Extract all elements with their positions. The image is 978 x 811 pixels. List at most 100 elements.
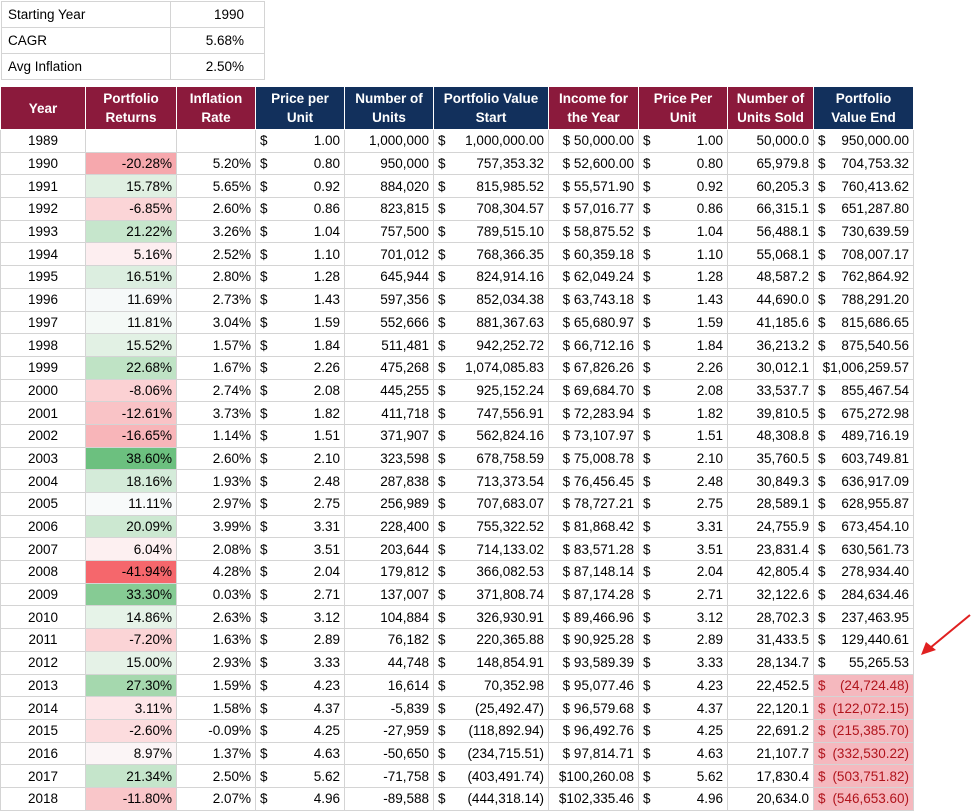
- table-row: 2012 15.00% 2.93% $3.33 44,748 $148,854.91 $ 9…: [0, 650, 914, 675]
- currency-symbol: $: [643, 768, 651, 784]
- amount: 1.28: [313, 269, 340, 285]
- amount: (118,892.94): [468, 723, 544, 739]
- units-sold-cell: 24,755.9: [727, 514, 814, 539]
- portfolio-returns-cell: -12.61%: [85, 401, 177, 425]
- year-cell: 2002: [0, 423, 86, 448]
- income-for-year-cell: $ 89,466.96: [548, 605, 639, 630]
- number-of-units-cell: 884,020: [344, 174, 434, 199]
- price-per-unit-sold-cell: $1.84: [638, 333, 728, 357]
- currency-symbol: $: [438, 768, 446, 784]
- table-row: 2005 11.11% 2.97% $2.75 256,989 $707,683.07 $ …: [0, 492, 914, 516]
- table-row: 1993 21.22% 3.26% $1.04 757,500 $789,515.10 $ …: [0, 219, 914, 244]
- portfolio-returns-cell: -6.85%: [85, 197, 177, 221]
- portfolio-value-end-cell: $278,934.40: [813, 560, 914, 584]
- number-of-units-cell: 475,268: [344, 355, 434, 380]
- inflation-rate-cell: 1.57%: [176, 333, 256, 357]
- income-for-year-cell: $ 78,727.21: [548, 492, 639, 516]
- price-per-unit-sold-cell: $1.28: [638, 265, 728, 289]
- number-of-units-cell: -71,758: [344, 764, 434, 788]
- units-sold-cell: 22,120.1: [727, 696, 814, 720]
- amount: 1.84: [696, 337, 723, 353]
- units-sold-cell: 22,452.5: [727, 673, 814, 698]
- price-per-unit-cell: $3.51: [255, 537, 345, 562]
- currency-symbol: $: [260, 587, 268, 603]
- year-cell: 1991: [0, 174, 86, 199]
- price-per-unit-cell: $1.84: [255, 333, 345, 357]
- income-for-year-cell: $ 95,077.46: [548, 673, 639, 698]
- table-row: 2003 38.60% 2.60% $2.10 323,598 $678,758.59 $ …: [0, 446, 914, 471]
- currency-symbol: $: [818, 632, 826, 648]
- currency-symbol: $: [438, 360, 446, 376]
- header-row: Year Portfolio Returns Inflation Rate Price p…: [0, 86, 914, 130]
- header-line-1: Portfolio: [103, 91, 159, 106]
- currency-symbol: $: [260, 133, 268, 149]
- portfolio-value-end-cell: $673,454.10: [813, 514, 914, 539]
- amount: 5.62: [313, 768, 340, 784]
- year-cell: 2013: [0, 673, 86, 698]
- price-per-unit-sold-cell: $2.89: [638, 628, 728, 652]
- amount: (215,385.70): [832, 723, 909, 739]
- amount: 881,367.63: [476, 314, 544, 330]
- price-per-unit-cell: $2.04: [255, 560, 345, 584]
- units-sold-cell: 23,831.4: [727, 537, 814, 562]
- header-line-2: Unit: [669, 110, 697, 125]
- price-per-unit-sold-cell: $3.33: [638, 650, 728, 675]
- currency-symbol: $: [438, 473, 446, 489]
- amount: 2.26: [696, 360, 723, 376]
- portfolio-value-start-cell: $747,556.91: [433, 401, 549, 425]
- currency-symbol: $: [643, 360, 651, 376]
- number-of-units-cell: 16,614: [344, 673, 434, 698]
- number-of-units-cell: -5,839: [344, 696, 434, 720]
- inflation-rate-cell: [176, 129, 256, 153]
- portfolio-value-end-cell: $ (24,724.48): [813, 673, 914, 698]
- currency-symbol: $: [438, 201, 446, 217]
- units-sold-cell: 39,810.5: [727, 401, 814, 425]
- currency-symbol: $: [643, 224, 651, 240]
- currency-symbol: $: [260, 337, 268, 353]
- price-per-unit-cell: $1.04: [255, 219, 345, 244]
- income-for-year-cell: $ 97,814.71: [548, 741, 639, 766]
- year-cell: 2017: [0, 764, 86, 788]
- amount: 1,074,085.83: [465, 360, 544, 376]
- amount: 366,082.53: [476, 564, 544, 580]
- price-per-unit-cell: $2.08: [255, 378, 345, 403]
- currency-symbol: $: [818, 337, 826, 353]
- table-row: 1995 16.51% 2.80% $1.28 645,944 $824,914.16 $ …: [0, 265, 914, 289]
- currency-symbol: $: [643, 564, 651, 580]
- price-per-unit-sold-cell: $3.31: [638, 514, 728, 539]
- currency-symbol: $: [260, 156, 268, 172]
- table-row: 2010 14.86% 2.63% $3.12 104,884 $326,930.91 $ …: [0, 605, 914, 630]
- year-cell: 2006: [0, 514, 86, 539]
- currency-symbol: $: [260, 246, 268, 262]
- currency-symbol: $: [643, 314, 651, 330]
- number-of-units-cell: 179,812: [344, 560, 434, 584]
- portfolio-value-end-cell: $704,753.32: [813, 151, 914, 176]
- units-sold-cell: 30,012.1: [727, 355, 814, 380]
- year-cell: 1997: [0, 310, 86, 335]
- amount: 0.80: [696, 156, 723, 172]
- portfolio-value-end-cell: $1,006,259.57: [813, 355, 914, 380]
- price-per-unit-cell: $1.82: [255, 401, 345, 425]
- currency-symbol: $: [818, 382, 826, 398]
- portfolio-returns-cell: -20.28%: [85, 151, 177, 176]
- number-of-units-cell: 701,012: [344, 242, 434, 267]
- header-line-1: Number of: [736, 91, 805, 106]
- price-per-unit-sold-cell: $2.75: [638, 492, 728, 516]
- currency-symbol: $: [438, 178, 446, 194]
- amount: 3.31: [696, 519, 723, 535]
- currency-symbol: $: [438, 677, 446, 693]
- number-of-units-cell: 228,400: [344, 514, 434, 539]
- portfolio-value-start-cell: $ (118,892.94): [433, 718, 549, 743]
- units-sold-cell: 28,702.3: [727, 605, 814, 630]
- year-cell: 1999: [0, 355, 86, 380]
- header-line-1: Number of: [355, 91, 423, 106]
- table-row: 2002 -16.65% 1.14% $1.51 371,907 $562,824.16 $…: [0, 423, 914, 448]
- amount: 760,413.62: [841, 178, 909, 194]
- currency-symbol: $: [643, 791, 651, 807]
- table-row: 2013 27.30% 1.59% $4.23 16,614 $70,352.98 $ 95…: [0, 673, 914, 698]
- currency-symbol: $: [818, 133, 826, 149]
- portfolio-returns-cell: 14.86%: [85, 605, 177, 630]
- amount: 2.89: [313, 632, 340, 648]
- currency-symbol: $: [438, 723, 446, 739]
- table-row: 2000 -8.06% 2.74% $2.08 445,255 $925,152.24 $ …: [0, 378, 914, 403]
